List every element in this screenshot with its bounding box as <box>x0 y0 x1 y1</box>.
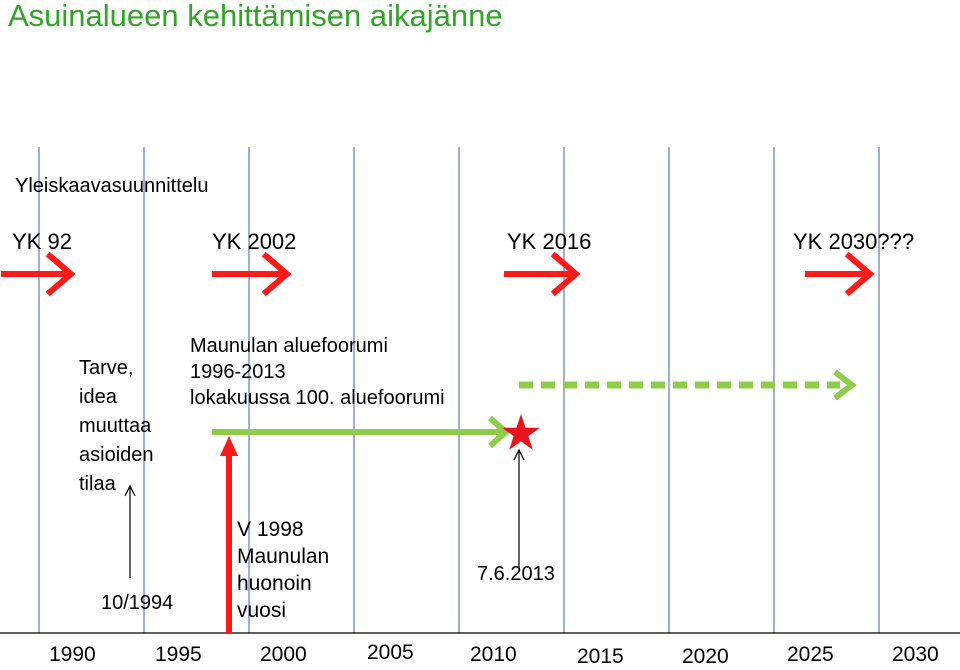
milestone-label-yk2002: YK 2002 <box>212 229 297 254</box>
need-idea-text: Tarve, idea muuttaa asioiden tilaa <box>79 357 154 495</box>
up-arrow-1994 <box>124 484 136 578</box>
year-gridlines <box>38 147 880 633</box>
year-label-2030: 2030 <box>892 643 939 666</box>
milestone-label-yk92: YK 92 <box>12 229 72 254</box>
year-1998-text: V 1998 Maunulan huonoin vuosi <box>237 518 330 622</box>
red-arrow-icon <box>1 251 76 297</box>
section-label: Yleiskaavasuunnittelu <box>15 175 209 197</box>
year-label-1995: 1995 <box>155 643 202 666</box>
red-arrow-icon <box>805 251 875 297</box>
year-label-2020: 2020 <box>682 645 729 668</box>
forum-arrow <box>212 415 511 449</box>
milestone-label-yk2030: YK 2030??? <box>793 229 915 254</box>
red-arrow-icon <box>212 251 292 297</box>
future-dashed-arrow <box>519 369 857 401</box>
red-up-arrow <box>220 436 238 633</box>
year-label-2025: 2025 <box>787 643 834 666</box>
year-label-2015: 2015 <box>577 645 624 668</box>
milestone-label-yk2016: YK 2016 <box>507 229 592 254</box>
date-1994: 10/1994 <box>101 592 174 614</box>
year-label-1990: 1990 <box>49 643 96 666</box>
year-label-2000: 2000 <box>260 643 307 666</box>
year-label-2005: 2005 <box>367 641 414 664</box>
up-arrow-2013 <box>513 448 525 568</box>
star-icon <box>502 414 540 450</box>
forum-text: Maunulan aluefoorumi 1996-2013 lokakuuss… <box>190 335 445 409</box>
year-label-2010: 2010 <box>470 643 517 666</box>
date-2013: 7.6.2013 <box>477 563 555 585</box>
milestone-arrows <box>1 251 875 297</box>
page-title: Asuinalueen kehittämisen aikajänne <box>8 0 503 33</box>
red-arrow-icon <box>504 251 581 297</box>
